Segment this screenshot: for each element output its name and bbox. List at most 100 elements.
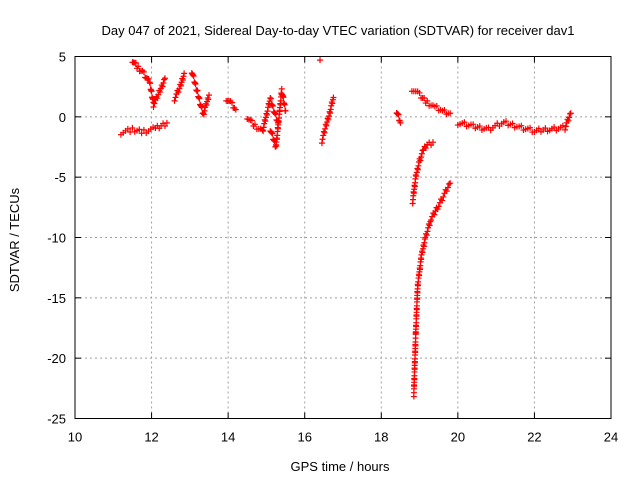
data-point (145, 75, 152, 82)
data-point (163, 119, 170, 126)
data-point (190, 73, 197, 80)
data-points (117, 57, 574, 400)
data-point (433, 102, 440, 109)
data-point (325, 113, 332, 120)
data-point (441, 106, 448, 113)
data-point (281, 101, 288, 108)
x-tick-label: 18 (374, 430, 388, 445)
data-point (562, 126, 569, 133)
x-tick-label: 14 (221, 430, 235, 445)
data-point (426, 222, 433, 229)
data-point (190, 72, 197, 79)
data-point (320, 128, 327, 135)
data-point (140, 68, 147, 75)
data-point (542, 125, 549, 132)
data-point (509, 120, 516, 127)
x-tick-label: 12 (144, 430, 158, 445)
data-point (251, 121, 258, 128)
data-point (161, 76, 168, 83)
chart-title: Day 047 of 2021, Sidereal Day-to-day VTE… (101, 23, 574, 38)
data-point (267, 95, 274, 102)
data-point (154, 95, 161, 102)
data-point (157, 89, 164, 96)
data-point (322, 125, 329, 132)
data-point (502, 118, 509, 125)
data-point (447, 110, 454, 117)
y-tick-label: -25 (47, 412, 66, 427)
y-tick-label: -10 (47, 231, 66, 246)
data-point (318, 140, 325, 147)
data-point (272, 110, 279, 117)
data-point (565, 117, 572, 124)
data-point (535, 125, 542, 132)
data-point (446, 180, 453, 187)
data-point (559, 122, 566, 129)
y-tick-label: 0 (59, 110, 66, 125)
data-point (476, 123, 483, 130)
grid (75, 56, 611, 419)
data-point (206, 92, 212, 99)
data-point (267, 95, 274, 102)
data-point (527, 124, 534, 131)
y-tick-labels: 5 0 -5 -10 -15 -20 -25 (47, 50, 66, 427)
data-point (179, 76, 186, 83)
data-point (140, 126, 147, 133)
data-point (567, 110, 574, 117)
data-point (518, 122, 525, 129)
data-point (248, 117, 255, 124)
data-point (317, 57, 324, 64)
y-tick-label: -5 (54, 170, 66, 185)
data-point (194, 87, 201, 94)
data-point (150, 103, 157, 110)
data-point (443, 188, 450, 195)
data-point (418, 154, 425, 161)
data-point (320, 132, 327, 139)
data-point (200, 111, 207, 118)
data-point (434, 206, 441, 213)
data-point (418, 150, 425, 157)
data-point (196, 95, 203, 102)
data-point (177, 82, 184, 89)
data-point (424, 228, 431, 235)
data-point (447, 180, 454, 187)
data-point (171, 97, 178, 104)
data-point (232, 106, 239, 113)
data-point (268, 129, 275, 136)
data-point (132, 60, 139, 67)
x-tick-label: 22 (527, 430, 541, 445)
data-point (431, 211, 438, 218)
data-point (421, 95, 428, 102)
data-point (203, 102, 210, 109)
data-point (148, 88, 155, 95)
data-point (129, 124, 136, 131)
data-point (139, 67, 146, 74)
y-tick-label: -15 (47, 291, 66, 306)
data-point (321, 129, 328, 136)
data-point (397, 119, 404, 126)
data-point (423, 232, 430, 239)
data-point (161, 75, 168, 82)
data-point (192, 81, 199, 88)
data-point (270, 103, 277, 110)
data-point (435, 203, 442, 210)
x-tick-label: 10 (68, 430, 82, 445)
data-point (269, 102, 276, 109)
data-point (204, 94, 211, 101)
data-point (440, 193, 447, 200)
data-point (181, 70, 188, 77)
x-tick-label: 20 (451, 430, 465, 445)
data-point (147, 80, 154, 87)
data-point (159, 83, 166, 90)
y-tick-label: -20 (47, 351, 66, 366)
data-point (228, 99, 235, 106)
y-tick-label: 5 (59, 50, 66, 65)
data-point (278, 85, 285, 92)
y-axis-label: SDTVAR / TECUs (7, 187, 22, 292)
x-axis-label: GPS time / hours (291, 459, 390, 474)
data-point (566, 114, 573, 121)
data-point (429, 139, 436, 146)
data-point (323, 122, 330, 129)
data-point (562, 123, 569, 130)
data-point (201, 107, 208, 114)
